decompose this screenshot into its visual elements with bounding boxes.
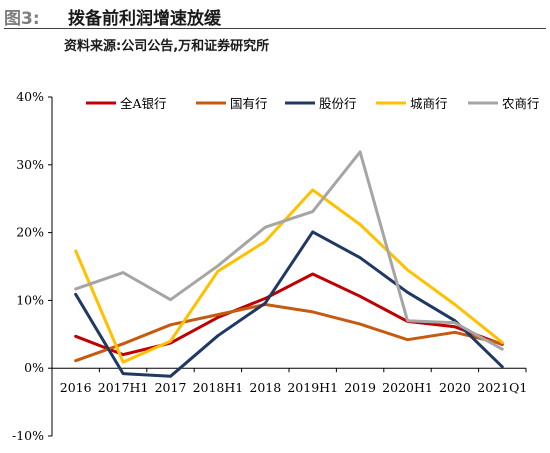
x-tick-label: 2020H1 (382, 380, 433, 395)
legend-label: 股份行 (319, 96, 357, 111)
series-line-4 (74, 150, 504, 351)
x-tick-label: 2018 (249, 380, 281, 395)
x-tick-label: 2017 (155, 380, 187, 395)
series-line-1 (74, 303, 504, 363)
y-tick-label: -10% (12, 428, 44, 443)
figure-title: 拨备前利润增速放缓 (68, 9, 221, 29)
legend-label: 国有行 (230, 96, 268, 111)
figure-source: 资料来源:公司公告,万和证券研究所 (64, 39, 270, 54)
y-tick-label: 20% (16, 225, 44, 240)
legend-label: 城商行 (410, 96, 448, 111)
x-tick-label: 2020 (439, 380, 471, 395)
y-tick-label: 30% (16, 157, 44, 172)
header-rule (4, 28, 546, 29)
x-tick-label: 2017H1 (98, 380, 149, 395)
x-tick-label: 2021Q1 (477, 380, 527, 395)
y-tick-label: 40% (16, 89, 44, 104)
x-tick-label: 2019H1 (287, 380, 338, 395)
y-tick-label: 0% (24, 360, 44, 375)
legend-label: 农商行 (502, 96, 540, 111)
x-tick-label: 2018H1 (193, 380, 244, 395)
figure-header: 图3: 拨备前利润增速放缓 (4, 4, 546, 29)
series-line-0 (74, 272, 504, 357)
x-tick-label: 2016 (60, 380, 92, 395)
series-line-3 (74, 188, 504, 364)
legend-label: 全A银行 (120, 96, 167, 111)
y-tick-label: 10% (16, 292, 44, 307)
series-line-2 (74, 230, 504, 378)
figure-number: 图3: (4, 9, 40, 29)
x-tick-label: 2019 (344, 380, 376, 395)
